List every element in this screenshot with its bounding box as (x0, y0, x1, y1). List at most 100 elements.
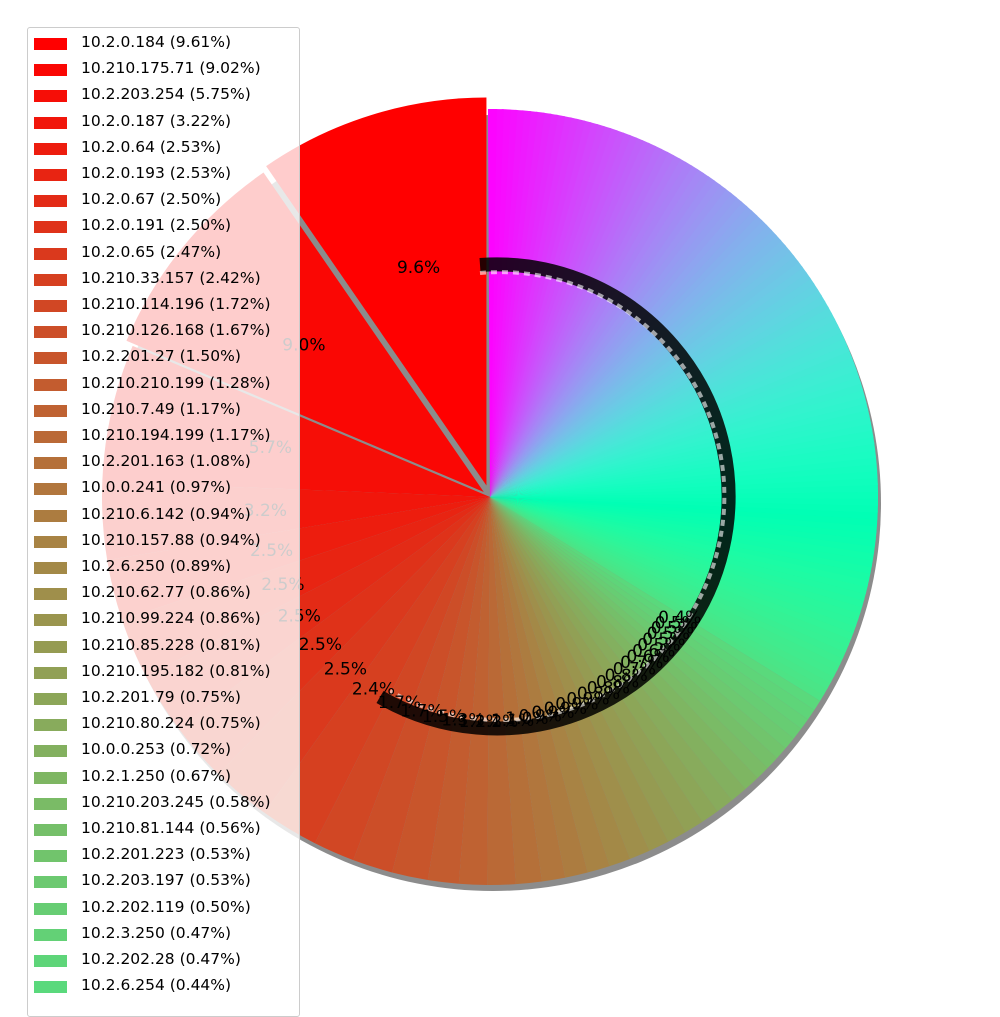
legend-swatch (34, 142, 67, 155)
pie-minor-slice (490, 497, 878, 534)
legend-label: 10.210.80.224 (0.75%) (81, 714, 261, 733)
pie-minor-slice (490, 497, 850, 653)
legend-label: 10.2.3.250 (0.47%) (81, 923, 232, 942)
pie-slice-10.2.203.197 (490, 497, 794, 749)
pie-minor-slice (490, 137, 644, 498)
pie-minor-slice (490, 224, 773, 498)
pie-minor-slice (490, 127, 619, 498)
pie-minor-slice (490, 110, 532, 497)
legend-swatch (34, 614, 67, 627)
pie-minor-slice (490, 497, 854, 640)
legend-label: 10.2.0.64 (2.53%) (81, 137, 222, 156)
pie-minor-slice (490, 109, 504, 497)
legend-swatch (34, 797, 67, 810)
legend-label: 10.0.0.241 (0.97%) (81, 478, 232, 497)
legend-entry: 10.2.201.79 (0.75%) (28, 685, 298, 711)
pie-minor-slice (490, 132, 631, 497)
legend-entry: 10.2.202.28 (0.47%) (28, 947, 298, 973)
pie-minor-slice (490, 497, 877, 540)
pie-minor-slice (490, 271, 811, 497)
pie-label-10.2.202.119: 0.5% (647, 624, 690, 644)
pie-slice-10.210.194.199 (487, 497, 516, 885)
legend-entry: 10.210.194.199 (1.17%) (28, 423, 298, 449)
pie-label-10.2.0.65: 2.5% (324, 659, 367, 679)
pie-minor-slice (490, 134, 638, 497)
legend-label: 10.210.7.49 (1.17%) (81, 399, 241, 418)
pie-minor-slice (490, 497, 838, 678)
legend-swatch (34, 535, 67, 548)
pie-minor-slice (490, 115, 572, 497)
legend-swatch (34, 745, 67, 758)
legend-entry: 10.0.0.253 (0.72%) (28, 737, 298, 763)
legend-entry: 10.210.81.144 (0.56%) (28, 816, 298, 842)
pie-minor-slice (490, 239, 786, 497)
legend-swatch (34, 221, 67, 234)
pie-slice-10.2.6.254 (490, 497, 821, 711)
legend-label: 10.2.1.250 (0.67%) (81, 766, 232, 785)
pie-minor-slice (490, 122, 599, 497)
pie-remaining-slices (487, 109, 879, 701)
pie-label-10.210.114.196: 1.7% (378, 693, 421, 713)
label-ring-arc (376, 257, 736, 736)
pie-minor-slice (490, 229, 777, 497)
pie-minor-slice (490, 497, 872, 574)
legend-swatch (34, 431, 67, 443)
legend-swatch (34, 850, 67, 863)
legend-swatch (34, 824, 67, 836)
pie-label-10.2.202.28: 0.5% (655, 613, 698, 633)
label-ring-texture (389, 270, 727, 723)
pie-minor-slice (490, 219, 768, 497)
legend-label: 10.210.126.168 (1.67%) (81, 321, 271, 340)
pie-slice-10.210.157.88 (490, 497, 610, 873)
legend-entry: 10.210.157.88 (0.94%) (28, 528, 298, 554)
legend-swatch (34, 719, 67, 732)
legend-label: 10.210.203.245 (0.58%) (81, 792, 271, 811)
legend-entry: 10.210.33.157 (2.42%) (28, 266, 298, 292)
pie-minor-slice (490, 249, 795, 497)
pie-label-10.2.3.250: 0.5% (651, 619, 694, 639)
pie-minor-slice (490, 497, 859, 627)
pie-minor-slice (490, 497, 875, 561)
pie-minor-slice (490, 497, 852, 647)
legend-swatch (34, 588, 67, 601)
pie-slice-10.2.202.119 (490, 497, 802, 739)
pie-minor-slice (490, 205, 753, 497)
pie-minor-slice (490, 113, 559, 497)
pie-label-10.210.157.88: 0.9% (531, 703, 574, 723)
pie-minor-slice (490, 282, 819, 497)
pie-slice-10.210.203.245 (490, 497, 768, 778)
legend-swatch (34, 771, 67, 784)
pie-minor-slice (490, 260, 803, 497)
legend-entry: 10.210.6.142 (0.94%) (28, 502, 298, 528)
legend-swatch (34, 38, 67, 50)
legend-label: 10.2.0.193 (2.53%) (81, 164, 232, 182)
pie-minor-slice (490, 265, 807, 497)
pie-minor-slice (490, 111, 545, 497)
pie-minor-slice (490, 497, 878, 527)
legend-swatch (34, 116, 67, 129)
pie-label-10.2.201.79: 0.8% (596, 672, 639, 692)
legend-entry: 10.210.80.224 (0.75%) (28, 711, 298, 737)
legend-swatch (34, 902, 67, 915)
pie-label-10.0.0.241: 1.0% (505, 709, 548, 729)
pie-slice-10.2.1.250 (490, 497, 758, 790)
legend-entry: 10.210.195.182 (0.81%) (28, 659, 298, 685)
pie-label-10.210.80.224: 0.8% (605, 666, 648, 686)
legend-entry: 10.2.0.184 (9.61%) (28, 30, 298, 56)
legend-entry: 10.2.6.250 (0.89%) (28, 554, 298, 580)
pie-label-10.210.81.144: 0.6% (632, 641, 675, 661)
legend-entry: 10.210.62.77 (0.86%) (28, 580, 298, 606)
pie-minor-slice (490, 497, 878, 513)
legend-label: 10.2.202.119 (0.50%) (81, 897, 251, 916)
legend-swatch (34, 273, 67, 286)
pie-slice-10.2.0.184 (266, 97, 487, 486)
pie-minor-slice (490, 497, 871, 581)
pie-slice-10.0.0.253 (490, 497, 746, 801)
pie-minor-slice (490, 142, 657, 497)
pie-slice-10.2.6.250 (490, 497, 631, 867)
legend-swatch (34, 876, 67, 889)
legend-label: 10.210.85.228 (0.81%) (81, 635, 261, 654)
pie-slice-10.210.7.49 (458, 497, 490, 885)
legend-swatch (34, 378, 67, 391)
legend-label: 10.2.0.65 (2.47%) (81, 242, 222, 261)
